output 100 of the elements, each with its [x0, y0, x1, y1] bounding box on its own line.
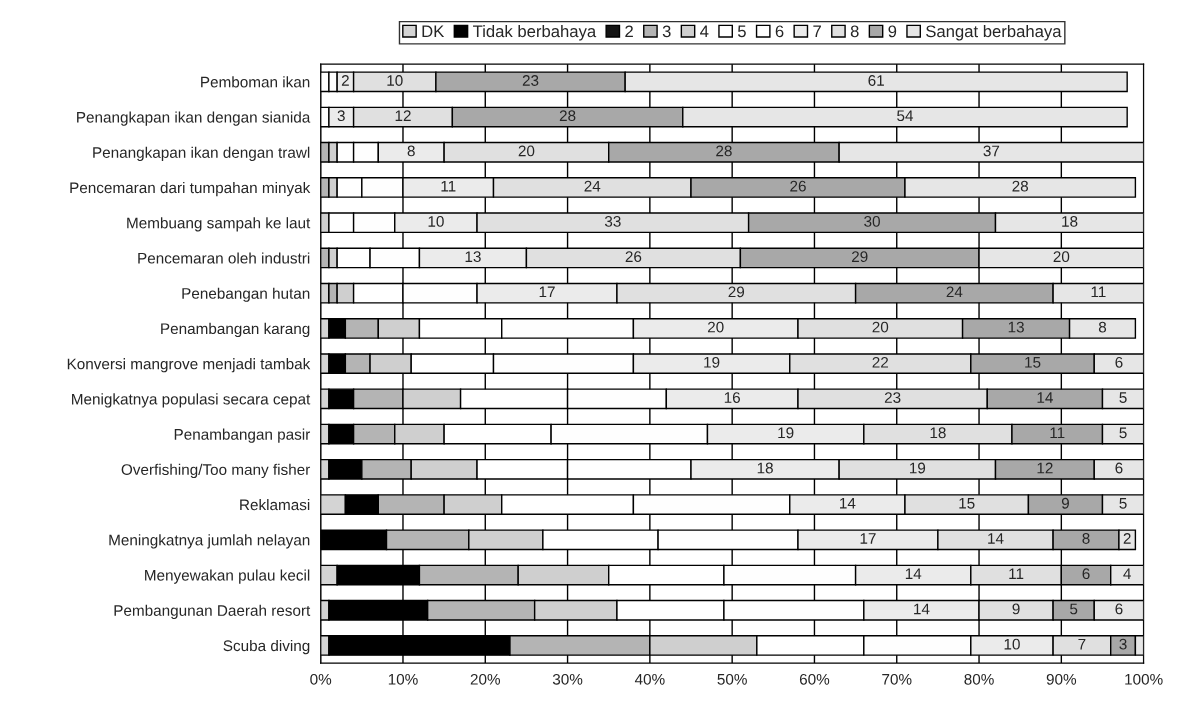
data-label: 26	[625, 251, 642, 263]
data-label: 14	[905, 568, 922, 579]
data-label: 18	[930, 427, 946, 439]
data-label: 9	[1012, 603, 1020, 615]
x-tick-label: 20%	[470, 673, 501, 685]
data-label: 19	[778, 427, 794, 439]
y-tick-label: Meningkatnya jumlah nelayan	[109, 534, 310, 549]
data-label: 8	[407, 145, 415, 157]
y-tick-label: Penambangan pasir	[174, 428, 311, 443]
y-tick-label: Pemboman ikan	[201, 76, 310, 88]
x-tick-label: 50%	[717, 673, 747, 685]
data-label: 7	[1078, 638, 1086, 650]
x-tick-label: 80%	[964, 673, 994, 685]
data-label: 17	[539, 286, 555, 298]
data-label: 18	[1062, 215, 1078, 227]
x-tick-label: 60%	[799, 673, 830, 685]
data-label: 30	[864, 215, 880, 227]
legend-label: Sangat berbahaya	[926, 24, 1062, 41]
y-tick-label: Scuba diving	[223, 639, 310, 655]
legend-label: 3	[662, 25, 671, 38]
x-tick-label: 70%	[882, 673, 912, 685]
data-label: 18	[757, 462, 773, 474]
data-label: 37	[983, 145, 1000, 157]
data-label: 33	[604, 215, 621, 227]
data-label: 29	[728, 286, 745, 298]
legend-label: 5	[737, 25, 746, 38]
data-label: 13	[1008, 321, 1024, 333]
legend-label: 4	[700, 25, 709, 38]
legend-label: 9	[888, 25, 897, 38]
data-label: 29	[851, 251, 868, 263]
data-label: 14	[914, 603, 930, 615]
data-label: 14	[1037, 392, 1053, 403]
y-tick-label: Pembangunan Daerah resort	[114, 604, 311, 619]
data-label: 5	[1070, 603, 1078, 615]
data-label: 28	[1012, 180, 1029, 192]
data-label: 23	[522, 75, 539, 86]
data-label: 15	[1025, 357, 1041, 368]
data-label: 11	[441, 180, 456, 192]
data-label: 10	[428, 215, 444, 227]
legend-label: 8	[850, 25, 859, 38]
data-label: 6	[1115, 356, 1123, 368]
y-tick-label: Reklamasi	[240, 499, 310, 511]
data-label: 4	[1123, 568, 1131, 579]
data-label: 54	[897, 110, 914, 122]
data-label: 13	[465, 251, 481, 263]
data-label: 3	[337, 110, 345, 122]
x-tick-label: 30%	[552, 673, 583, 685]
data-label: 24	[946, 286, 963, 298]
data-label: 5	[1119, 497, 1127, 509]
data-label: 23	[884, 392, 901, 403]
y-tick-label: Pencemaran oleh industri	[138, 252, 310, 264]
data-label: 19	[909, 462, 926, 474]
data-label: 9	[1061, 497, 1069, 509]
data-label: 14	[840, 497, 856, 509]
x-tick-label: 40%	[634, 673, 665, 685]
y-tick-label: Penangkapan ikan dengan sianida	[77, 111, 311, 126]
y-tick-label: Penambangan karang	[161, 322, 310, 338]
data-label: 11	[1009, 568, 1024, 579]
y-tick-label: Menyewakan pulau kecil	[145, 569, 310, 584]
y-tick-label: Pencemaran dari tumpahan minyak	[70, 181, 311, 197]
data-label: 11	[1091, 286, 1106, 298]
legend-label: 6	[775, 25, 784, 38]
data-label: 19	[704, 356, 720, 368]
legend-label: 7	[813, 25, 821, 38]
data-label: 15	[959, 497, 975, 509]
data-label: 12	[395, 110, 411, 121]
data-label: 8	[1098, 321, 1107, 333]
data-label: 22	[872, 356, 889, 368]
y-tick-label: Konversi mangrove menjadi tambak	[67, 358, 311, 373]
data-label: 2	[341, 75, 349, 86]
data-label: 17	[860, 533, 876, 544]
y-tick-label: Penebangan hutan	[182, 287, 310, 302]
y-tick-label: Menigkatnya populasi secara cepat	[72, 393, 311, 408]
data-label: 10	[387, 75, 403, 86]
x-tick-label: 0%	[310, 673, 332, 685]
data-label: 2	[1123, 533, 1131, 544]
data-label: 10	[1004, 638, 1020, 650]
data-label: 20	[707, 321, 724, 333]
data-label: 12	[1037, 462, 1053, 474]
data-label: 11	[1050, 427, 1065, 439]
data-label: 6	[1115, 603, 1123, 615]
data-label: 61	[868, 75, 884, 86]
x-tick-label: 10%	[388, 673, 418, 685]
legend-label: Tidak berbahaya	[473, 24, 597, 41]
data-label: 20	[518, 145, 535, 157]
data-label: 28	[716, 145, 732, 157]
data-label: 20	[1053, 251, 1070, 263]
data-label: 20	[872, 321, 889, 333]
legend-label: DK	[422, 25, 445, 38]
y-tick-label: Membuang sampah ke laut	[127, 217, 311, 232]
data-label: 28	[559, 110, 576, 122]
data-label: 6	[1082, 568, 1090, 580]
data-label: 6	[1115, 462, 1123, 474]
data-label: 5	[1119, 427, 1127, 439]
y-tick-label: Overfishing/Too many fisher	[121, 463, 311, 479]
data-label: 16	[724, 392, 740, 403]
legend-label: 2	[625, 25, 633, 38]
x-tick-label: 100%	[1125, 673, 1163, 685]
data-label: 24	[584, 180, 601, 192]
x-tick-label: 90%	[1046, 673, 1077, 685]
